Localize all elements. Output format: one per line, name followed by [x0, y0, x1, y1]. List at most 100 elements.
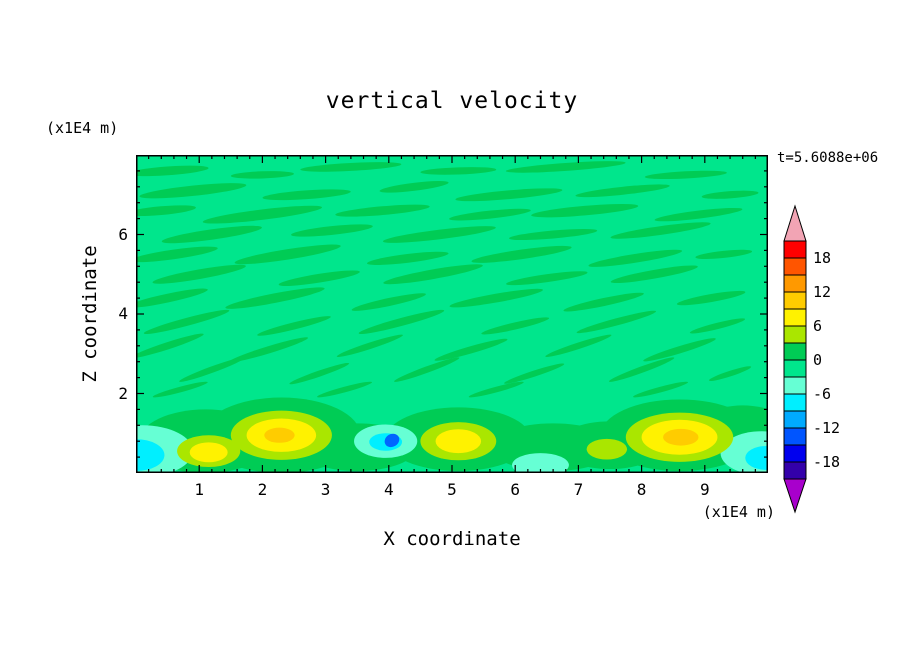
- colorbar-label: 12: [813, 283, 832, 301]
- contour-streak: [366, 251, 449, 265]
- contour-streak: [136, 333, 204, 359]
- x-tick-label: 1: [194, 480, 204, 499]
- x-tick-label: 2: [257, 480, 268, 499]
- colorbar-label: -12: [813, 419, 841, 437]
- colorbar-segment: [783, 325, 807, 344]
- contour-streak: [695, 249, 753, 260]
- contour-streak: [505, 161, 626, 173]
- y-tick-label: 6: [118, 224, 128, 244]
- colorbar-segment: [783, 274, 807, 293]
- contour-streak: [179, 357, 245, 382]
- contour-streak: [531, 203, 639, 218]
- colorbar-label: -18: [813, 453, 841, 471]
- contour-blob: [264, 427, 295, 443]
- contour-blob: [663, 428, 699, 446]
- colorbar-segment: [783, 393, 807, 412]
- contour-streak: [468, 381, 524, 398]
- contour-streak: [455, 188, 563, 202]
- x-tick-label: 4: [383, 480, 394, 499]
- colorbar-arrow-top: [783, 204, 807, 242]
- contour-blob: [745, 445, 768, 470]
- contour-streak: [202, 205, 322, 224]
- contour-streak: [139, 183, 247, 199]
- contour-blob: [384, 433, 400, 448]
- plot-frame: [136, 155, 768, 473]
- contour-streak: [136, 246, 218, 263]
- field-clip-group: [136, 155, 768, 473]
- colorbar-segment: [783, 342, 807, 361]
- contour-streak: [610, 265, 698, 284]
- contour-streak: [509, 228, 598, 241]
- y-axis-unit: (x1E4 m): [46, 119, 119, 137]
- contour-streak: [136, 288, 208, 308]
- contour-streak: [136, 205, 196, 216]
- colorbar-label: 18: [813, 249, 832, 267]
- contour-streak: [317, 381, 373, 398]
- contour-streak: [152, 264, 246, 284]
- contour-streak: [143, 309, 230, 335]
- contour-streak: [644, 170, 727, 180]
- colorbar-segment: [783, 291, 807, 310]
- colorbar-label: 6: [813, 317, 823, 335]
- contour-streak: [481, 317, 550, 335]
- contour-streak: [576, 310, 657, 334]
- contour-field: [136, 155, 768, 473]
- x-tick-label: 9: [699, 480, 710, 499]
- colorbar-segment: [783, 444, 807, 463]
- contour-streak: [545, 334, 612, 357]
- colorbar-segment: [783, 427, 807, 446]
- contour-streak: [563, 292, 644, 312]
- time-annotation: t=5.6088e+06: [777, 150, 879, 166]
- contour-streak: [336, 334, 403, 357]
- contour-streak: [449, 208, 531, 221]
- contour-streak: [471, 245, 572, 263]
- colorbar-segment: [783, 240, 807, 259]
- contour-streak: [382, 226, 496, 243]
- contour-streak: [633, 381, 689, 398]
- contour-blob: [435, 429, 482, 454]
- colorbar-segment: [783, 257, 807, 276]
- y-tick-label: 2: [118, 383, 128, 403]
- contour-streak: [234, 244, 341, 265]
- y-tick-label: 4: [118, 304, 128, 323]
- contour-streak: [379, 181, 449, 193]
- contour-streak: [506, 271, 588, 286]
- x-tick-label: 5: [447, 480, 457, 499]
- contour-streak: [588, 249, 683, 267]
- contour-streak: [161, 225, 262, 244]
- contour-streak: [394, 357, 460, 382]
- colorbar-label: -6: [813, 385, 832, 403]
- contour-streak: [575, 184, 670, 198]
- colorbar-segment: [783, 461, 807, 480]
- contour-streak: [654, 207, 743, 222]
- contour-streak: [136, 165, 209, 177]
- colorbar-arrow-bottom: [783, 478, 807, 514]
- contour-streak: [689, 318, 746, 334]
- contour-streak: [434, 338, 508, 361]
- contour-streak: [676, 290, 746, 306]
- contour-streak: [152, 381, 208, 398]
- contour-streak: [701, 190, 759, 199]
- contour-streak: [643, 338, 716, 362]
- contour-streak: [709, 366, 752, 381]
- contour-blob: [189, 442, 228, 463]
- contour-streak: [229, 337, 309, 363]
- contour-streak: [300, 162, 402, 172]
- contour-streak: [225, 287, 325, 309]
- contour-streak: [289, 362, 350, 385]
- contour-streak: [449, 288, 543, 308]
- contour-streak: [351, 293, 426, 311]
- contour-streak: [383, 264, 483, 285]
- contour-streak: [504, 363, 565, 384]
- colorbar-segment: [783, 359, 807, 378]
- colorbar-segment: [783, 308, 807, 327]
- contour-streak: [610, 222, 711, 239]
- contour-streak: [420, 167, 497, 175]
- contour-streak: [230, 171, 294, 179]
- contour-streak: [262, 189, 351, 201]
- contour-blob: [586, 438, 628, 460]
- x-tick-label: 8: [636, 480, 647, 499]
- x-tick-label: 6: [510, 480, 520, 499]
- colorbar: [783, 204, 807, 514]
